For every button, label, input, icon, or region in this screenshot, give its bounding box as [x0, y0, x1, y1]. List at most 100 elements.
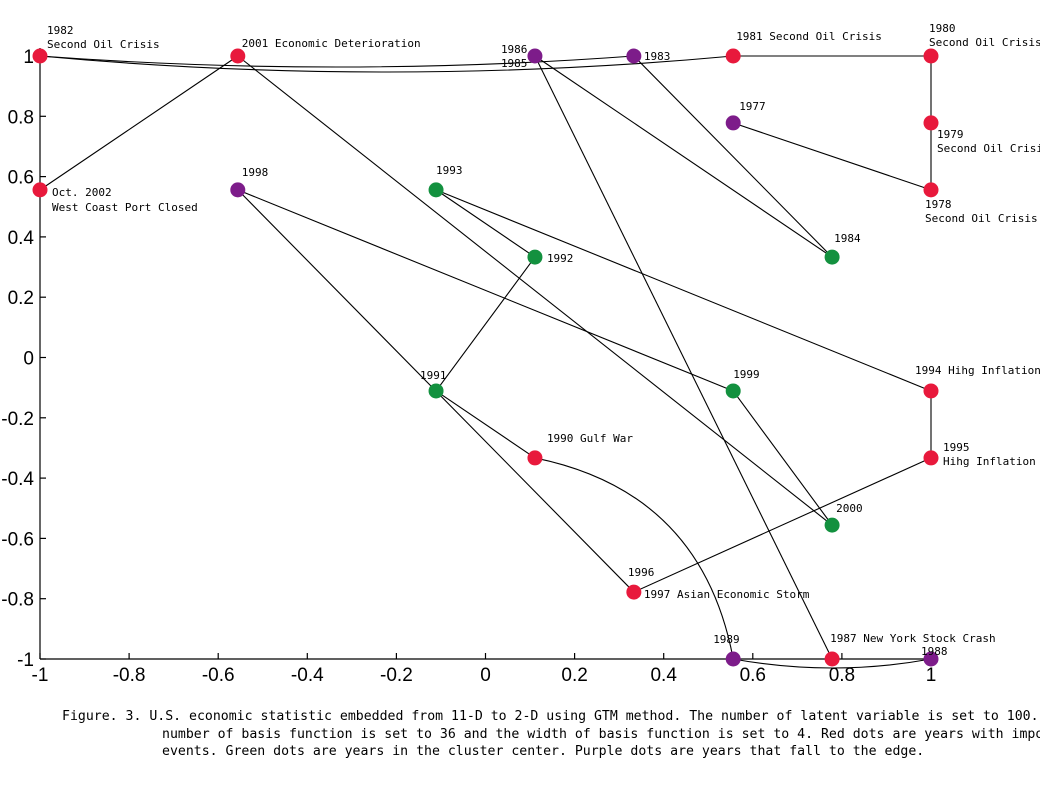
x-tick-label: -0.6	[202, 665, 235, 686]
label-1981: 1981 Second Oil Crisis	[736, 30, 882, 43]
label-1985-1986: 1986	[501, 43, 528, 56]
link-2000-2001	[237, 55, 833, 526]
label-1978: 1978	[925, 198, 952, 211]
link-1983-1984	[633, 55, 833, 258]
link-1989-1990	[534, 457, 734, 660]
label-1996-1997: 1996	[628, 566, 655, 579]
dot-1998	[230, 182, 246, 198]
dot-1991	[428, 383, 444, 399]
y-tick-label: -0.8	[1, 590, 34, 611]
dot-1977	[725, 115, 741, 131]
y-tick-label: -0.2	[1, 409, 34, 430]
label-1987: 1987 New York Stock Crash	[830, 632, 996, 645]
x-tick-label: 0.6	[740, 665, 766, 686]
x-tick-label: 1	[926, 665, 937, 686]
dot-1996-1997	[626, 584, 642, 600]
label-1995: 1995	[943, 441, 970, 454]
dot-1978	[923, 182, 939, 198]
y-tick-label: -0.6	[1, 529, 34, 550]
dot-2000	[824, 517, 840, 533]
label-1998: 1998	[242, 166, 269, 179]
link-1985-1986-1987	[534, 55, 833, 660]
y-tick-label: -0.4	[1, 469, 34, 490]
label-1989: 1989	[713, 633, 740, 646]
label-1982: 1982	[47, 24, 74, 37]
link-1990-1991	[435, 390, 536, 459]
label-2000: 2000	[836, 502, 863, 515]
dot-1987	[824, 651, 840, 667]
label-1992: 1992	[547, 252, 574, 265]
dot-1985-1986	[527, 48, 543, 64]
dot-1993	[428, 182, 444, 198]
label-1985-1986: 1985	[501, 57, 528, 70]
dot-1988	[923, 651, 939, 667]
label-1990: 1990 Gulf War	[547, 432, 633, 445]
dot-1994	[923, 383, 939, 399]
label-1982: Second Oil Crisis	[47, 38, 160, 51]
year-dots	[32, 48, 939, 667]
dot-1980	[923, 48, 939, 64]
link-1981-1982	[39, 55, 734, 73]
dot-1989	[725, 651, 741, 667]
link-1993-1994	[435, 189, 932, 392]
link-1998-1999	[237, 189, 734, 392]
x-tick-label: -1	[32, 665, 49, 686]
label-2002: Oct. 2002	[52, 186, 112, 199]
x-tick-label: -0.2	[380, 665, 413, 686]
label-1996-1997: 1997 Asian Economic Storm	[644, 588, 810, 601]
y-tick-label: 0.2	[8, 288, 34, 309]
dot-1979	[923, 115, 939, 131]
x-tick-label: 0.2	[561, 665, 587, 686]
dot-1992	[527, 249, 543, 265]
link-2001-2002	[39, 55, 239, 191]
dot-2001	[230, 48, 246, 64]
link-1991-1992	[435, 256, 536, 392]
label-1988: 1988	[921, 645, 948, 658]
y-tick-label: 1	[23, 47, 34, 68]
label-1978: Second Oil Crisis	[925, 212, 1038, 225]
dot-1982	[32, 48, 48, 64]
dot-1984	[824, 249, 840, 265]
label-2002: West Coast Port Closed	[52, 201, 198, 214]
label-1991: 1991	[420, 369, 447, 382]
link-1977-1978	[733, 122, 932, 191]
x-tick-label: -0.8	[113, 665, 146, 686]
dot-1990	[527, 450, 543, 466]
dot-1995	[923, 450, 939, 466]
x-tick-label: -0.4	[291, 665, 324, 686]
link-1992-1993	[435, 189, 536, 258]
y-tick-label: -1	[17, 650, 34, 671]
x-tick-label: 0.8	[829, 665, 855, 686]
dot-1999	[725, 383, 741, 399]
y-tick-label: 0	[23, 349, 34, 370]
y-tick-label: 0.8	[8, 107, 34, 128]
figure-caption: Figure. 3. U.S. economic statistic embed…	[62, 709, 1040, 759]
link-1984-1985-1986	[534, 55, 833, 258]
link-1999-2000	[732, 390, 833, 526]
label-2001: 2001 Economic Deterioration	[242, 37, 421, 50]
label-1999: 1999	[733, 368, 760, 381]
label-1979: 1979	[937, 128, 964, 141]
y-tick-label: 0.6	[8, 168, 34, 189]
dot-1983	[626, 48, 642, 64]
link-1995-1996-1997	[633, 457, 932, 593]
link-1988-1989	[733, 658, 932, 669]
label-1983: 1983	[644, 50, 671, 63]
x-tick-label: 0	[480, 665, 491, 686]
label-1980: 1980	[929, 22, 956, 35]
label-1977: 1977	[739, 100, 766, 113]
label-1995: Hihg Inflation	[943, 455, 1036, 468]
dot-2002	[32, 182, 48, 198]
dot-1981	[725, 48, 741, 64]
trajectory-links	[39, 55, 932, 669]
label-1984: 1984	[834, 232, 861, 245]
x-tick-label: 0.4	[650, 665, 677, 686]
gtm-scatter-chart: -1 -0.8 -0.6 -0.4 -0.2 0 0.2 0.4 0.6 0.8 1 1 0.8 0.6 0…	[1, 22, 1040, 686]
label-1993: 1993	[436, 164, 463, 177]
label-1994: 1994 Hihg Inflation	[915, 364, 1040, 377]
link-1982-1983	[39, 55, 634, 68]
y-tick-label: 0.4	[8, 228, 35, 249]
label-1979: Second Oil Crisis	[937, 142, 1040, 155]
label-1980: Second Oil Crisis	[929, 36, 1040, 49]
